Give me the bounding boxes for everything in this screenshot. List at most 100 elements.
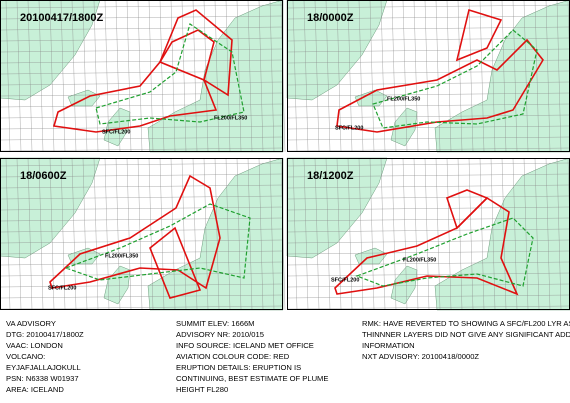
parallel [0, 26, 284, 31]
meridian [159, 0, 165, 153]
panel-border [0, 158, 283, 310]
meridian [479, 0, 485, 153]
parallel [286, 305, 570, 310]
meridian [314, 157, 320, 311]
meridian [292, 0, 298, 153]
meridian [457, 157, 463, 311]
parallel [286, 294, 570, 299]
meridian [71, 0, 77, 153]
advisory-line: NXT ADVISORY: 20100418/0000Z [362, 352, 479, 361]
land [434, 0, 570, 153]
advisory-line: VOLCANO: [6, 352, 45, 361]
meridian [468, 157, 474, 311]
layer-label: FL200/FL350 [105, 253, 138, 259]
parallel [0, 217, 284, 222]
meridian [292, 157, 298, 311]
meridian [137, 0, 143, 153]
meridian [567, 0, 570, 83]
meridian [314, 0, 320, 153]
meridian [435, 157, 441, 311]
parallel [286, 48, 570, 53]
meridian [413, 157, 419, 311]
meridian [424, 0, 430, 153]
meridian [27, 157, 33, 311]
meridian [435, 0, 441, 153]
meridian [38, 157, 44, 311]
advisory-line: AVIATION COLOUR CODE: RED [176, 352, 290, 361]
meridian [303, 157, 309, 311]
parallel [286, 173, 570, 178]
ash-area-low [149, 226, 202, 299]
meridian [192, 157, 198, 311]
meridian [126, 157, 132, 311]
parallel [0, 114, 284, 119]
layer-label: SFC/FL200 [102, 129, 130, 135]
advisory-line: CONTINUING, BEST ESTIMATE OF PLUME [176, 374, 328, 383]
ash-area-low [49, 174, 221, 290]
advisory-line: SUMMIT ELEV: 1666M [176, 319, 255, 328]
parallel [0, 48, 284, 53]
parallel [286, 147, 570, 152]
meridian [181, 0, 187, 153]
layer-label: FL200/FL350 [403, 257, 436, 263]
ash-area-high [355, 217, 534, 287]
parallel [0, 239, 284, 244]
meridian [5, 157, 11, 311]
parallel [286, 272, 570, 277]
parallel [286, 136, 570, 141]
land [0, 157, 101, 259]
panel-title: 18/0000Z [307, 12, 354, 24]
land [286, 157, 388, 259]
meridian [523, 157, 529, 311]
meridian [181, 157, 187, 311]
meridian [115, 0, 121, 153]
parallel [286, 261, 570, 266]
meridian [27, 0, 33, 153]
meridian [16, 0, 22, 153]
parallel [0, 305, 284, 310]
meridian [148, 0, 154, 153]
meridian [567, 157, 570, 241]
advisory-line: THINNNER LAYERS DID NOT GIVE ANY SIGNIFI… [362, 330, 570, 339]
land [103, 265, 131, 305]
parallel [286, 15, 570, 20]
meridian [16, 157, 22, 311]
meridian [391, 157, 397, 311]
parallel [0, 250, 284, 255]
land [390, 265, 418, 305]
ash-area-high [95, 23, 245, 125]
meridian [369, 0, 375, 153]
meridian [369, 157, 375, 311]
meridian [49, 157, 55, 311]
parallel [286, 81, 570, 86]
parallel [0, 70, 284, 75]
parallel [0, 136, 284, 141]
ash-area-low [158, 9, 233, 97]
advisory-line: VAAC: LONDON [6, 341, 63, 350]
advisory-line: INFORMATION [362, 341, 415, 350]
meridian [413, 0, 419, 153]
ash-area-high [64, 203, 251, 281]
meridian [82, 0, 88, 153]
advisory-line: ADVISORY NR: 2010/015 [176, 330, 264, 339]
advisory-line: AREA: ICELAND [6, 385, 64, 394]
map-panel: FL200/FL350 SFC/FL200 18/1200Z [286, 157, 570, 311]
meridian [93, 157, 99, 311]
parallel [0, 272, 284, 277]
parallel [0, 147, 284, 152]
panel-title: 20100417/1800Z [20, 12, 103, 24]
meridian [325, 0, 331, 153]
land [0, 0, 101, 101]
parallel [0, 125, 284, 130]
meridian [159, 157, 165, 311]
advisory-line: HEIGHT FL280 [176, 385, 228, 394]
parallel [286, 4, 570, 9]
parallel [0, 37, 284, 42]
advisory-line: INFO SOURCE: ICELAND MET OFFICE [176, 341, 314, 350]
advisory-line: RMK: HAVE REVERTED TO SHOWING A SFC/FL20… [362, 319, 570, 328]
parallel [0, 92, 284, 97]
meridian [479, 157, 485, 311]
parallel [286, 195, 570, 200]
